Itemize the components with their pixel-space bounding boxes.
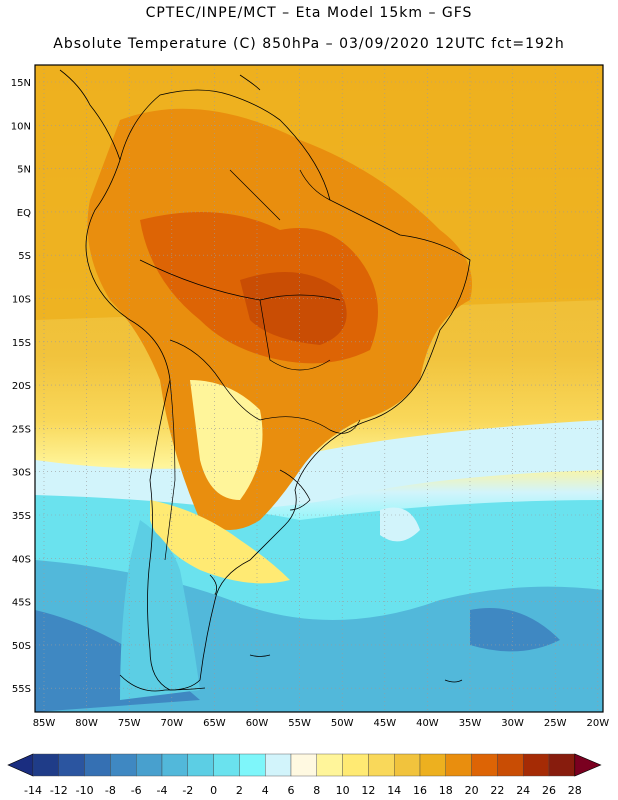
colorbar: -14 -12 -10 -8 -6 -4 -2 0 2 4 6 8 10 12 14 16 18 20 22 24 26… [7, 753, 602, 797]
graticule [35, 65, 603, 712]
title-line-2: Absolute Temperature (C) 850hPa – 03/09/… [53, 36, 565, 52]
coastlines [59, 69, 471, 692]
colorbar-swatch [84, 753, 111, 777]
lat-label: 5S [18, 251, 31, 262]
lon-label: 30W [501, 718, 524, 729]
colorbar-swatch [419, 753, 446, 777]
lat-label: EQ [17, 208, 31, 219]
colorbar-swatch [265, 753, 292, 777]
colorbar-right-arrow [574, 753, 602, 777]
latitude-labels: 15N 10N 5N EQ 5S 10S 15S 20S 25S 30S 35S 40S 45S 50S 5… [11, 78, 31, 695]
lat-label: 50S [12, 641, 31, 652]
lon-label: 20W [586, 718, 609, 729]
colorbar-tick: -6 [131, 784, 142, 797]
colorbar-swatch [239, 753, 266, 777]
lon-label: 85W [33, 718, 56, 729]
lat-label: 40S [12, 554, 31, 565]
colorbar-tick: 28 [568, 784, 582, 797]
colorbar-swatch [523, 753, 550, 777]
lat-label: 15N [11, 78, 31, 89]
lon-label: 25W [544, 718, 567, 729]
colorbar-swatch [135, 753, 163, 777]
colorbar-swatch [110, 753, 137, 777]
colorbar-left-arrow [7, 753, 34, 777]
colorbar-tick: 6 [288, 784, 295, 797]
lon-label: 75W [118, 718, 141, 729]
colorbar-tick: 22 [490, 784, 504, 797]
lat-label: 5N [17, 165, 31, 176]
lon-label: 45W [373, 718, 396, 729]
lon-label: 65W [203, 718, 226, 729]
colorbar-tick: 24 [516, 784, 530, 797]
colorbar-tick: -4 [157, 784, 168, 797]
colorbar-tick: 12 [361, 784, 375, 797]
colorbar-swatch [497, 753, 524, 777]
lat-label: 55S [12, 684, 31, 695]
colorbar-swatch [394, 753, 421, 777]
title-line-1: CPTEC/INPE/MCT – Eta Model 15km – GFS [145, 5, 473, 21]
lon-label: 80W [75, 718, 98, 729]
lat-label: 15S [12, 338, 31, 349]
colorbar-tick: 4 [262, 784, 269, 797]
colorbar-tick: 26 [542, 784, 556, 797]
lon-label: 50W [331, 718, 354, 729]
colorbar-tick: 20 [465, 784, 479, 797]
lon-label: 60W [246, 718, 269, 729]
lat-label: 30S [12, 468, 31, 479]
lat-label: 45S [12, 598, 31, 609]
colorbar-tick: -10 [76, 784, 94, 797]
borders [139, 169, 361, 561]
colorbar-swatch [471, 753, 498, 777]
lat-label: 35S [12, 511, 31, 522]
colorbar-swatch [161, 753, 188, 777]
temperature-field [35, 65, 603, 712]
colorbar-swatch [58, 753, 85, 777]
lat-label: 20S [12, 381, 31, 392]
colorbar-swatch [445, 753, 472, 777]
longitude-labels: 85W 80W 75W 70W 65W 60W 55W 50W 45W 40W 35W 30W 25W 2… [33, 718, 610, 729]
colorbar-tick: 8 [313, 784, 320, 797]
map-frame [34, 64, 604, 713]
colorbar-swatch [290, 753, 317, 777]
colorbar-tick: -2 [182, 784, 193, 797]
colorbar-swatch [316, 753, 343, 777]
lon-label: 35W [459, 718, 482, 729]
colorbar-swatch [342, 753, 369, 777]
lon-label: 40W [416, 718, 439, 729]
colorbar-swatch [187, 753, 214, 777]
colorbar-swatch [213, 753, 240, 777]
colorbar-swatch [368, 753, 395, 777]
colorbar-tick: -8 [105, 784, 116, 797]
lat-label: 10S [12, 295, 31, 306]
lon-label: 70W [160, 718, 183, 729]
lon-label: 55W [288, 718, 311, 729]
colorbar-tick: 16 [413, 784, 427, 797]
colorbar-tick: 2 [236, 784, 243, 797]
colorbar-tick: 18 [439, 784, 453, 797]
colorbar-swatch [32, 753, 59, 777]
colorbar-tick: -12 [50, 784, 68, 797]
colorbar-tick: -14 [24, 784, 42, 797]
colorbar-swatch [548, 753, 575, 777]
lat-label: 25S [12, 424, 31, 435]
lat-label: 10N [11, 121, 31, 132]
colorbar-tick: 14 [387, 784, 401, 797]
colorbar-tick: 10 [336, 784, 350, 797]
colorbar-tick: 0 [210, 784, 217, 797]
